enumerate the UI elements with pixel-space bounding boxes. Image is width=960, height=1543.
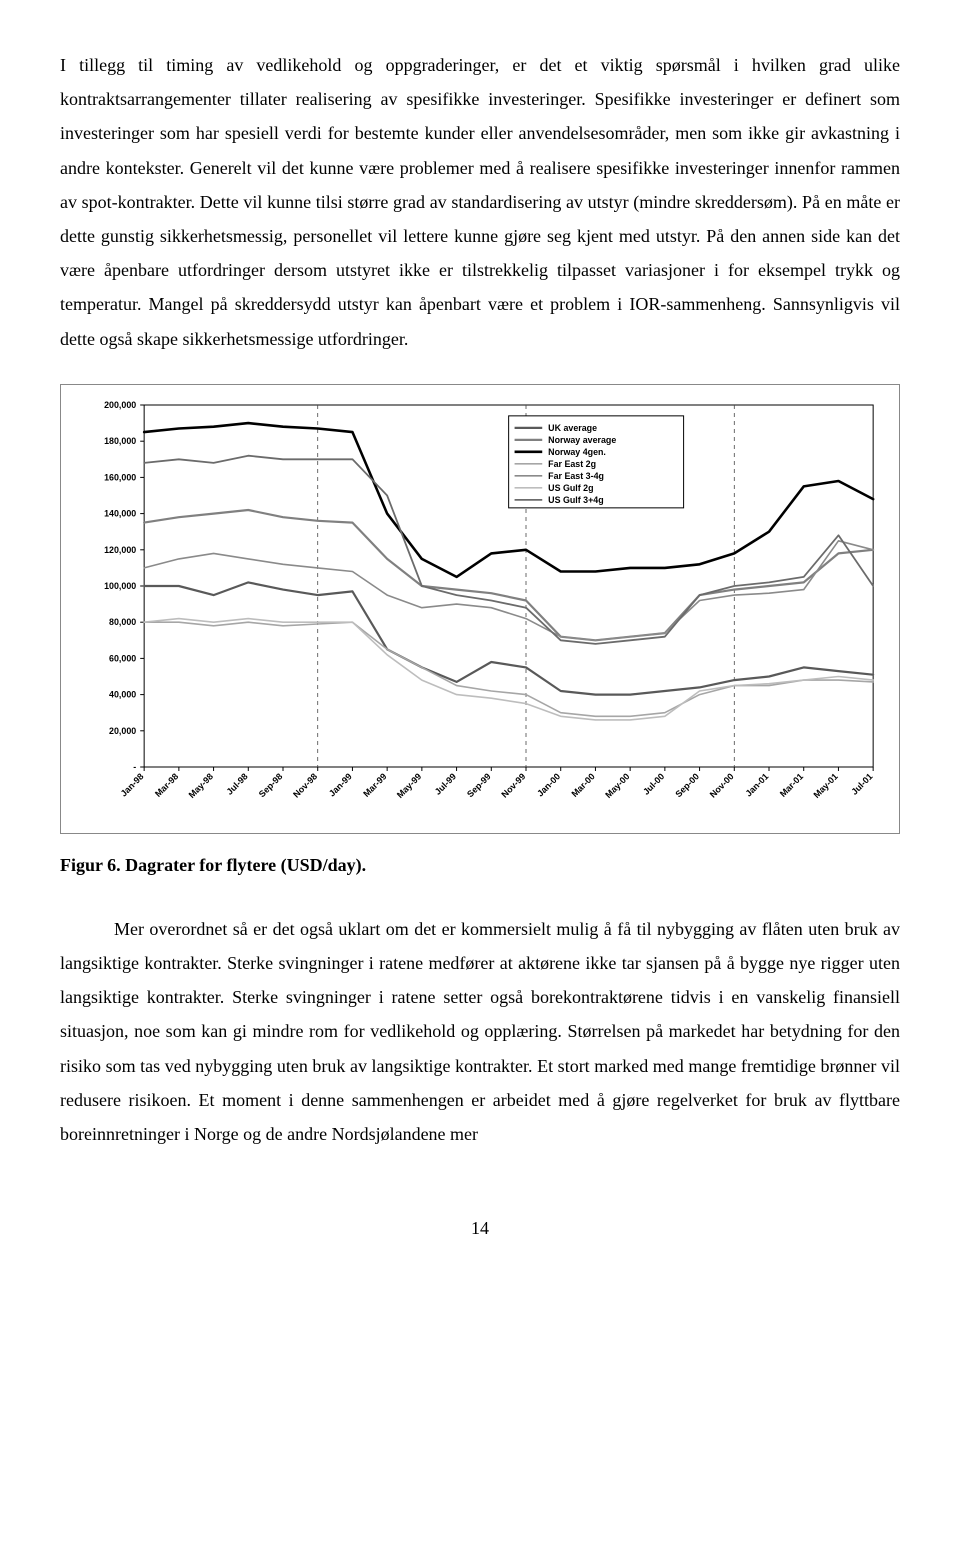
page-number: 14	[60, 1211, 900, 1245]
svg-text:120,000: 120,000	[104, 544, 136, 554]
svg-text:100,000: 100,000	[104, 581, 136, 591]
svg-text:US Gulf 3+4g: US Gulf 3+4g	[548, 494, 604, 504]
svg-text:Jul-00: Jul-00	[641, 771, 666, 797]
svg-text:Sep-99: Sep-99	[465, 771, 493, 799]
figure-caption: Figur 6. Dagrater for flytere (USD/day).	[60, 848, 900, 882]
svg-text:Nov-99: Nov-99	[499, 771, 527, 799]
svg-text:-: -	[133, 762, 136, 772]
svg-text:40,000: 40,000	[109, 689, 136, 699]
svg-text:Nov-98: Nov-98	[291, 771, 319, 799]
svg-text:200,000: 200,000	[104, 400, 136, 410]
svg-text:Jan-99: Jan-99	[327, 771, 354, 798]
svg-text:140,000: 140,000	[104, 508, 136, 518]
svg-text:May-99: May-99	[395, 771, 423, 800]
svg-text:Sep-00: Sep-00	[673, 771, 701, 799]
svg-text:20,000: 20,000	[109, 725, 136, 735]
svg-text:Jul-99: Jul-99	[433, 771, 458, 797]
svg-text:Norway 4gen.: Norway 4gen.	[548, 446, 606, 456]
svg-text:Jul-01: Jul-01	[849, 771, 874, 797]
svg-text:May-01: May-01	[812, 771, 840, 800]
svg-text:80,000: 80,000	[109, 617, 136, 627]
svg-text:60,000: 60,000	[109, 653, 136, 663]
svg-text:Nov-00: Nov-00	[708, 771, 736, 799]
svg-text:US Gulf 2g: US Gulf 2g	[548, 482, 593, 492]
body-paragraph-1: I tillegg til timing av vedlikehold og o…	[60, 48, 900, 356]
svg-text:160,000: 160,000	[104, 472, 136, 482]
svg-text:Far East 3-4g: Far East 3-4g	[548, 470, 604, 480]
svg-text:Jan-98: Jan-98	[119, 771, 146, 798]
svg-text:Mar-01: Mar-01	[778, 771, 805, 799]
svg-text:Jan-00: Jan-00	[535, 771, 562, 798]
figure-caption-text: Figur 6. Dagrater for flytere (USD/day).	[60, 855, 366, 875]
svg-text:Mar-99: Mar-99	[361, 771, 388, 799]
dayrate-chart: - 20,000 40,000 60,000 80,000 100,000 120,000 1…	[60, 384, 900, 834]
svg-text:Jan-01: Jan-01	[743, 771, 770, 798]
svg-text:May-98: May-98	[187, 771, 215, 800]
body-paragraph-2: Mer overordnet så er det også uklart om …	[60, 912, 900, 1151]
svg-text:Far East 2g: Far East 2g	[548, 458, 596, 468]
svg-text:Norway average: Norway average	[548, 434, 616, 444]
svg-text:180,000: 180,000	[104, 436, 136, 446]
svg-text:Sep-98: Sep-98	[257, 771, 285, 799]
svg-text:Mar-98: Mar-98	[153, 771, 180, 799]
svg-text:Mar-00: Mar-00	[570, 771, 597, 799]
svg-text:May-00: May-00	[603, 771, 631, 800]
svg-text:Jul-98: Jul-98	[225, 771, 250, 797]
svg-text:UK average: UK average	[548, 422, 597, 432]
